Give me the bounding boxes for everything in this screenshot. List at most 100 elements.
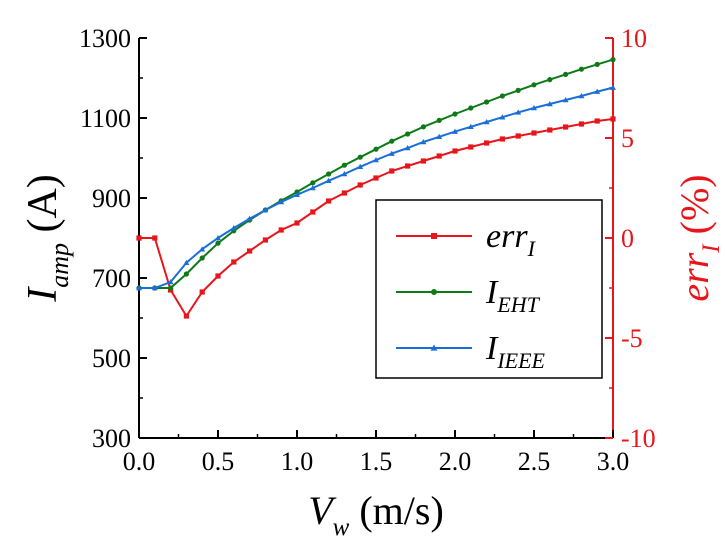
data-point-I_IEEE — [610, 84, 616, 90]
y-axis-right-title-sub: I — [698, 243, 725, 254]
data-point-I_EHT — [499, 93, 505, 99]
data-point-I_EHT — [183, 271, 189, 277]
legend-marker-err_I — [431, 233, 437, 239]
data-point-err_I — [215, 273, 221, 279]
data-point-err_I — [231, 259, 237, 265]
data-point-I_IEEE — [246, 215, 253, 222]
x-tick-label: 1.5 — [360, 447, 393, 476]
legend-label-err_I: errI — [486, 218, 537, 261]
data-point-err_I — [515, 133, 521, 139]
data-point-I_IEEE — [515, 109, 522, 115]
data-point-I_EHT — [594, 61, 600, 67]
data-point-err_I — [326, 198, 332, 204]
data-point-I_IEEE — [388, 150, 395, 156]
x-axis-title-main: V — [308, 488, 337, 533]
data-point-I_EHT — [531, 82, 537, 88]
x-tick-label: 0.0 — [123, 447, 156, 476]
legend-marker-I_EHT — [431, 289, 437, 295]
data-point-I_IEEE — [309, 185, 316, 191]
data-point-err_I — [199, 289, 205, 295]
data-point-I_EHT — [610, 57, 616, 63]
data-point-err_I — [389, 168, 395, 174]
data-point-I_EHT — [578, 66, 585, 72]
data-point-I_IEEE — [183, 259, 190, 266]
data-point-I_IEEE — [199, 246, 206, 252]
data-point-err_I — [152, 235, 158, 241]
data-point-I_EHT — [405, 131, 411, 137]
data-point-I_EHT — [420, 124, 426, 130]
data-point-err_I — [610, 116, 616, 122]
data-point-err_I — [373, 175, 379, 181]
y-right-tick-label: -5 — [621, 324, 643, 353]
data-point-I_EHT — [168, 285, 174, 291]
data-point-err_I — [247, 248, 253, 254]
data-point-I_IEEE — [357, 163, 364, 170]
data-point-I_IEEE — [136, 285, 142, 291]
data-point-I_IEEE — [278, 199, 285, 205]
data-point-err_I — [499, 136, 505, 142]
chart-series-group — [136, 57, 616, 319]
data-point-I_IEEE — [452, 128, 458, 134]
data-point-err_I — [136, 235, 142, 241]
data-point-I_IEEE — [578, 93, 585, 99]
y-left-tick-label: 1300 — [79, 24, 131, 53]
y-axis-right-title-unit: (%) — [672, 174, 717, 244]
data-point-I_IEEE — [546, 101, 553, 107]
data-point-err_I — [484, 140, 490, 146]
data-point-err_I — [436, 153, 442, 159]
data-point-err_I — [563, 124, 569, 130]
data-point-err_I — [594, 118, 600, 124]
y-right-tick-label: 5 — [621, 124, 634, 153]
legend-label-main: I — [485, 330, 499, 367]
y-axis-right-title-main: err — [672, 252, 717, 301]
y-axis-left-title: Iamp (A) — [20, 174, 74, 303]
data-point-I_IEEE — [262, 207, 269, 213]
data-point-err_I — [547, 127, 553, 133]
data-point-err_I — [578, 121, 584, 127]
legend-marker-I_IEEE — [430, 344, 438, 351]
y-right-title-group: errI (%) — [672, 174, 725, 301]
y-axis-left-title-sub: amp — [45, 243, 74, 288]
legend-label-sub: EHT — [496, 292, 540, 317]
x-axis-title-sub: w — [333, 514, 350, 541]
legend-label-main: err — [486, 218, 528, 255]
y-left-title-group: Iamp (A) — [20, 174, 74, 303]
y-left-tick-label: 700 — [92, 264, 131, 293]
data-point-I_IEEE — [325, 177, 332, 184]
data-point-err_I — [183, 313, 189, 319]
data-point-I_EHT — [484, 99, 490, 105]
data-point-I_EHT — [199, 255, 205, 261]
y-left-tick-label: 500 — [92, 344, 131, 373]
data-point-I_IEEE — [562, 97, 569, 103]
series-err_I — [136, 116, 616, 319]
y-axis-right-title: errI (%) — [672, 174, 725, 301]
data-point-I_EHT — [389, 138, 395, 144]
data-point-I_IEEE — [499, 114, 506, 120]
chart-axes: 0.0 0.5 1.0 1.5 2.0 2.5 3.0 300 500 700 900 1100 130… — [20, 24, 725, 541]
data-point-I_EHT — [547, 77, 553, 83]
data-point-I_IEEE — [404, 145, 411, 151]
data-point-err_I — [341, 190, 347, 196]
data-point-I_EHT — [563, 71, 569, 77]
data-point-I_EHT — [515, 87, 521, 93]
x-tick-label: 1.0 — [281, 447, 314, 476]
data-point-I_IEEE — [341, 171, 348, 177]
legend-label-I_IEEE: IIEEE — [485, 330, 546, 373]
y-axis-left-title-main: I — [20, 286, 66, 303]
data-point-I_EHT — [436, 117, 442, 123]
data-point-err_I — [468, 144, 474, 150]
data-point-I_IEEE — [294, 191, 300, 198]
data-point-I_EHT — [326, 171, 332, 177]
y-left-tick-label: 300 — [92, 424, 131, 453]
x-tick-label: 2.0 — [439, 447, 472, 476]
y-left-tick-label: 900 — [92, 184, 131, 213]
data-point-I_EHT — [310, 180, 316, 186]
legend-label-sub: I — [527, 236, 537, 261]
legend-label-sub: IEEE — [496, 348, 545, 373]
y-right-tick-label: 10 — [621, 24, 647, 53]
data-point-I_IEEE — [167, 279, 174, 285]
data-point-I_EHT — [468, 105, 474, 111]
x-tick-label: 2.5 — [518, 447, 551, 476]
